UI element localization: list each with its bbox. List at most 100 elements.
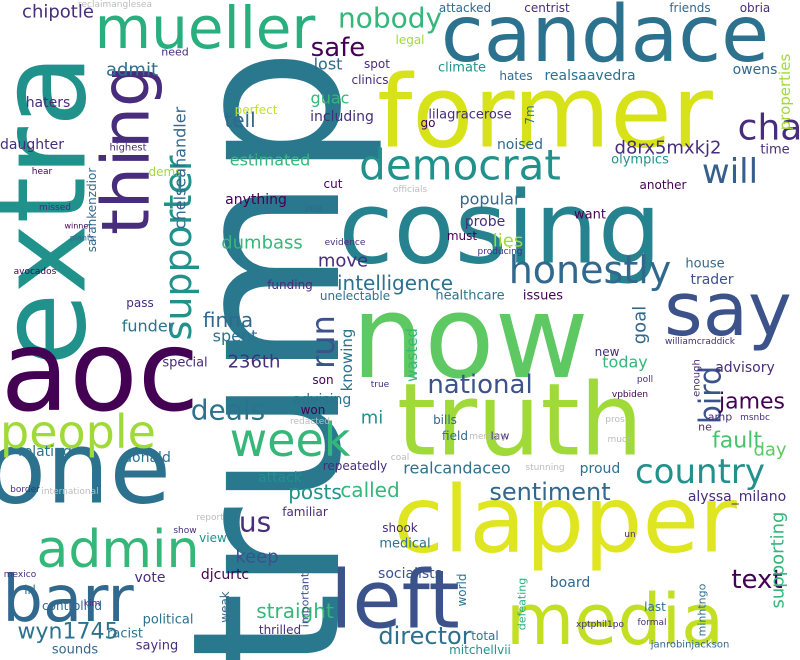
word: law <box>491 430 510 443</box>
word: perfect <box>235 103 278 117</box>
word: climate <box>438 61 486 76</box>
word: advising <box>293 392 352 408</box>
word: lilagracerose <box>428 108 511 123</box>
word: funding <box>267 278 313 292</box>
word: owens <box>733 62 778 78</box>
word: lies <box>493 231 523 252</box>
word: dems <box>149 165 182 179</box>
word: important <box>299 572 312 627</box>
word: plants <box>70 234 95 243</box>
word: issues <box>523 289 563 304</box>
word: chelseahandler <box>171 106 190 229</box>
word: alyssa_milano <box>688 489 786 505</box>
word: must <box>447 229 478 243</box>
word: ne <box>698 421 712 434</box>
word: say <box>664 267 792 353</box>
word: wasted <box>403 328 421 382</box>
word: attack <box>258 470 303 486</box>
word: aoc <box>1 307 200 437</box>
word: posts <box>288 480 342 504</box>
word: now <box>351 271 588 405</box>
word: border <box>10 485 40 495</box>
word: admin <box>37 520 200 580</box>
word: janrobinjackson <box>650 640 730 651</box>
word: us <box>239 506 271 539</box>
word: world <box>455 573 469 606</box>
word: olympics <box>611 153 669 168</box>
word: keep <box>235 547 278 568</box>
word: nobody <box>338 2 442 35</box>
word: spent <box>213 327 258 346</box>
word: mi <box>361 408 384 429</box>
word: dumbass <box>221 233 303 254</box>
word: missed <box>39 203 71 213</box>
word: sounds <box>52 643 98 658</box>
word: trader <box>690 272 733 288</box>
word: winner <box>64 222 92 231</box>
word: true <box>371 380 390 390</box>
word: legal <box>395 33 424 47</box>
word: deals <box>191 394 266 427</box>
word: thing <box>88 65 165 235</box>
word: relating <box>18 444 72 460</box>
word: reclaimanglesea <box>78 0 152 10</box>
word: media <box>506 579 724 660</box>
word: highest <box>109 143 146 154</box>
word: centrist <box>524 1 570 15</box>
word: new <box>595 345 620 359</box>
word: shook <box>382 521 418 535</box>
word: finna <box>203 308 253 332</box>
word: pass <box>126 296 153 310</box>
word: lost <box>314 55 343 74</box>
word: much <box>607 435 632 445</box>
word: attacked <box>439 1 491 15</box>
word: intelligence <box>337 271 453 295</box>
word: sarahkenzdior <box>85 168 99 253</box>
word: run <box>304 315 342 369</box>
word: kim <box>84 599 100 609</box>
word: today <box>602 353 648 372</box>
word: guac <box>311 89 350 108</box>
word: view <box>199 531 227 545</box>
word: socialists <box>378 566 442 582</box>
word: evidence <box>325 238 366 248</box>
word: realcandaceo <box>403 459 510 478</box>
word: straight <box>256 599 334 623</box>
word: redacted <box>290 417 330 427</box>
word: 7m <box>523 105 537 124</box>
word: repeatedly <box>323 459 388 473</box>
word: obria <box>740 1 771 15</box>
word: minhtngo <box>696 583 709 636</box>
word: national <box>427 370 532 400</box>
word: one <box>0 410 171 527</box>
word: bird <box>694 366 729 424</box>
word: advisory <box>715 360 775 376</box>
word: director <box>378 622 471 650</box>
word: xptphil1po <box>576 620 624 630</box>
word: enough <box>692 359 703 397</box>
word: last <box>644 600 666 614</box>
word: hates <box>499 69 532 83</box>
word: truth <box>397 362 643 479</box>
word: saying <box>136 639 179 654</box>
word: donald <box>123 450 171 466</box>
word: former <box>377 54 714 171</box>
word: need <box>161 46 189 59</box>
word: poll <box>637 375 653 385</box>
word: people <box>0 405 156 459</box>
word: estimated <box>230 151 311 170</box>
word: want <box>574 208 606 223</box>
word: defeating <box>516 578 529 630</box>
word: williamcraddick <box>665 337 736 347</box>
word: total <box>471 629 498 643</box>
word: international <box>41 487 98 497</box>
word: extra <box>0 54 114 367</box>
word: fault <box>712 429 762 454</box>
word: racist <box>107 627 143 642</box>
word: wyn1745 <box>18 620 119 645</box>
word: son <box>312 373 333 387</box>
word: cosing <box>339 170 662 287</box>
word: vote <box>135 570 166 586</box>
word: popular <box>459 190 520 209</box>
word: weak <box>218 591 232 623</box>
